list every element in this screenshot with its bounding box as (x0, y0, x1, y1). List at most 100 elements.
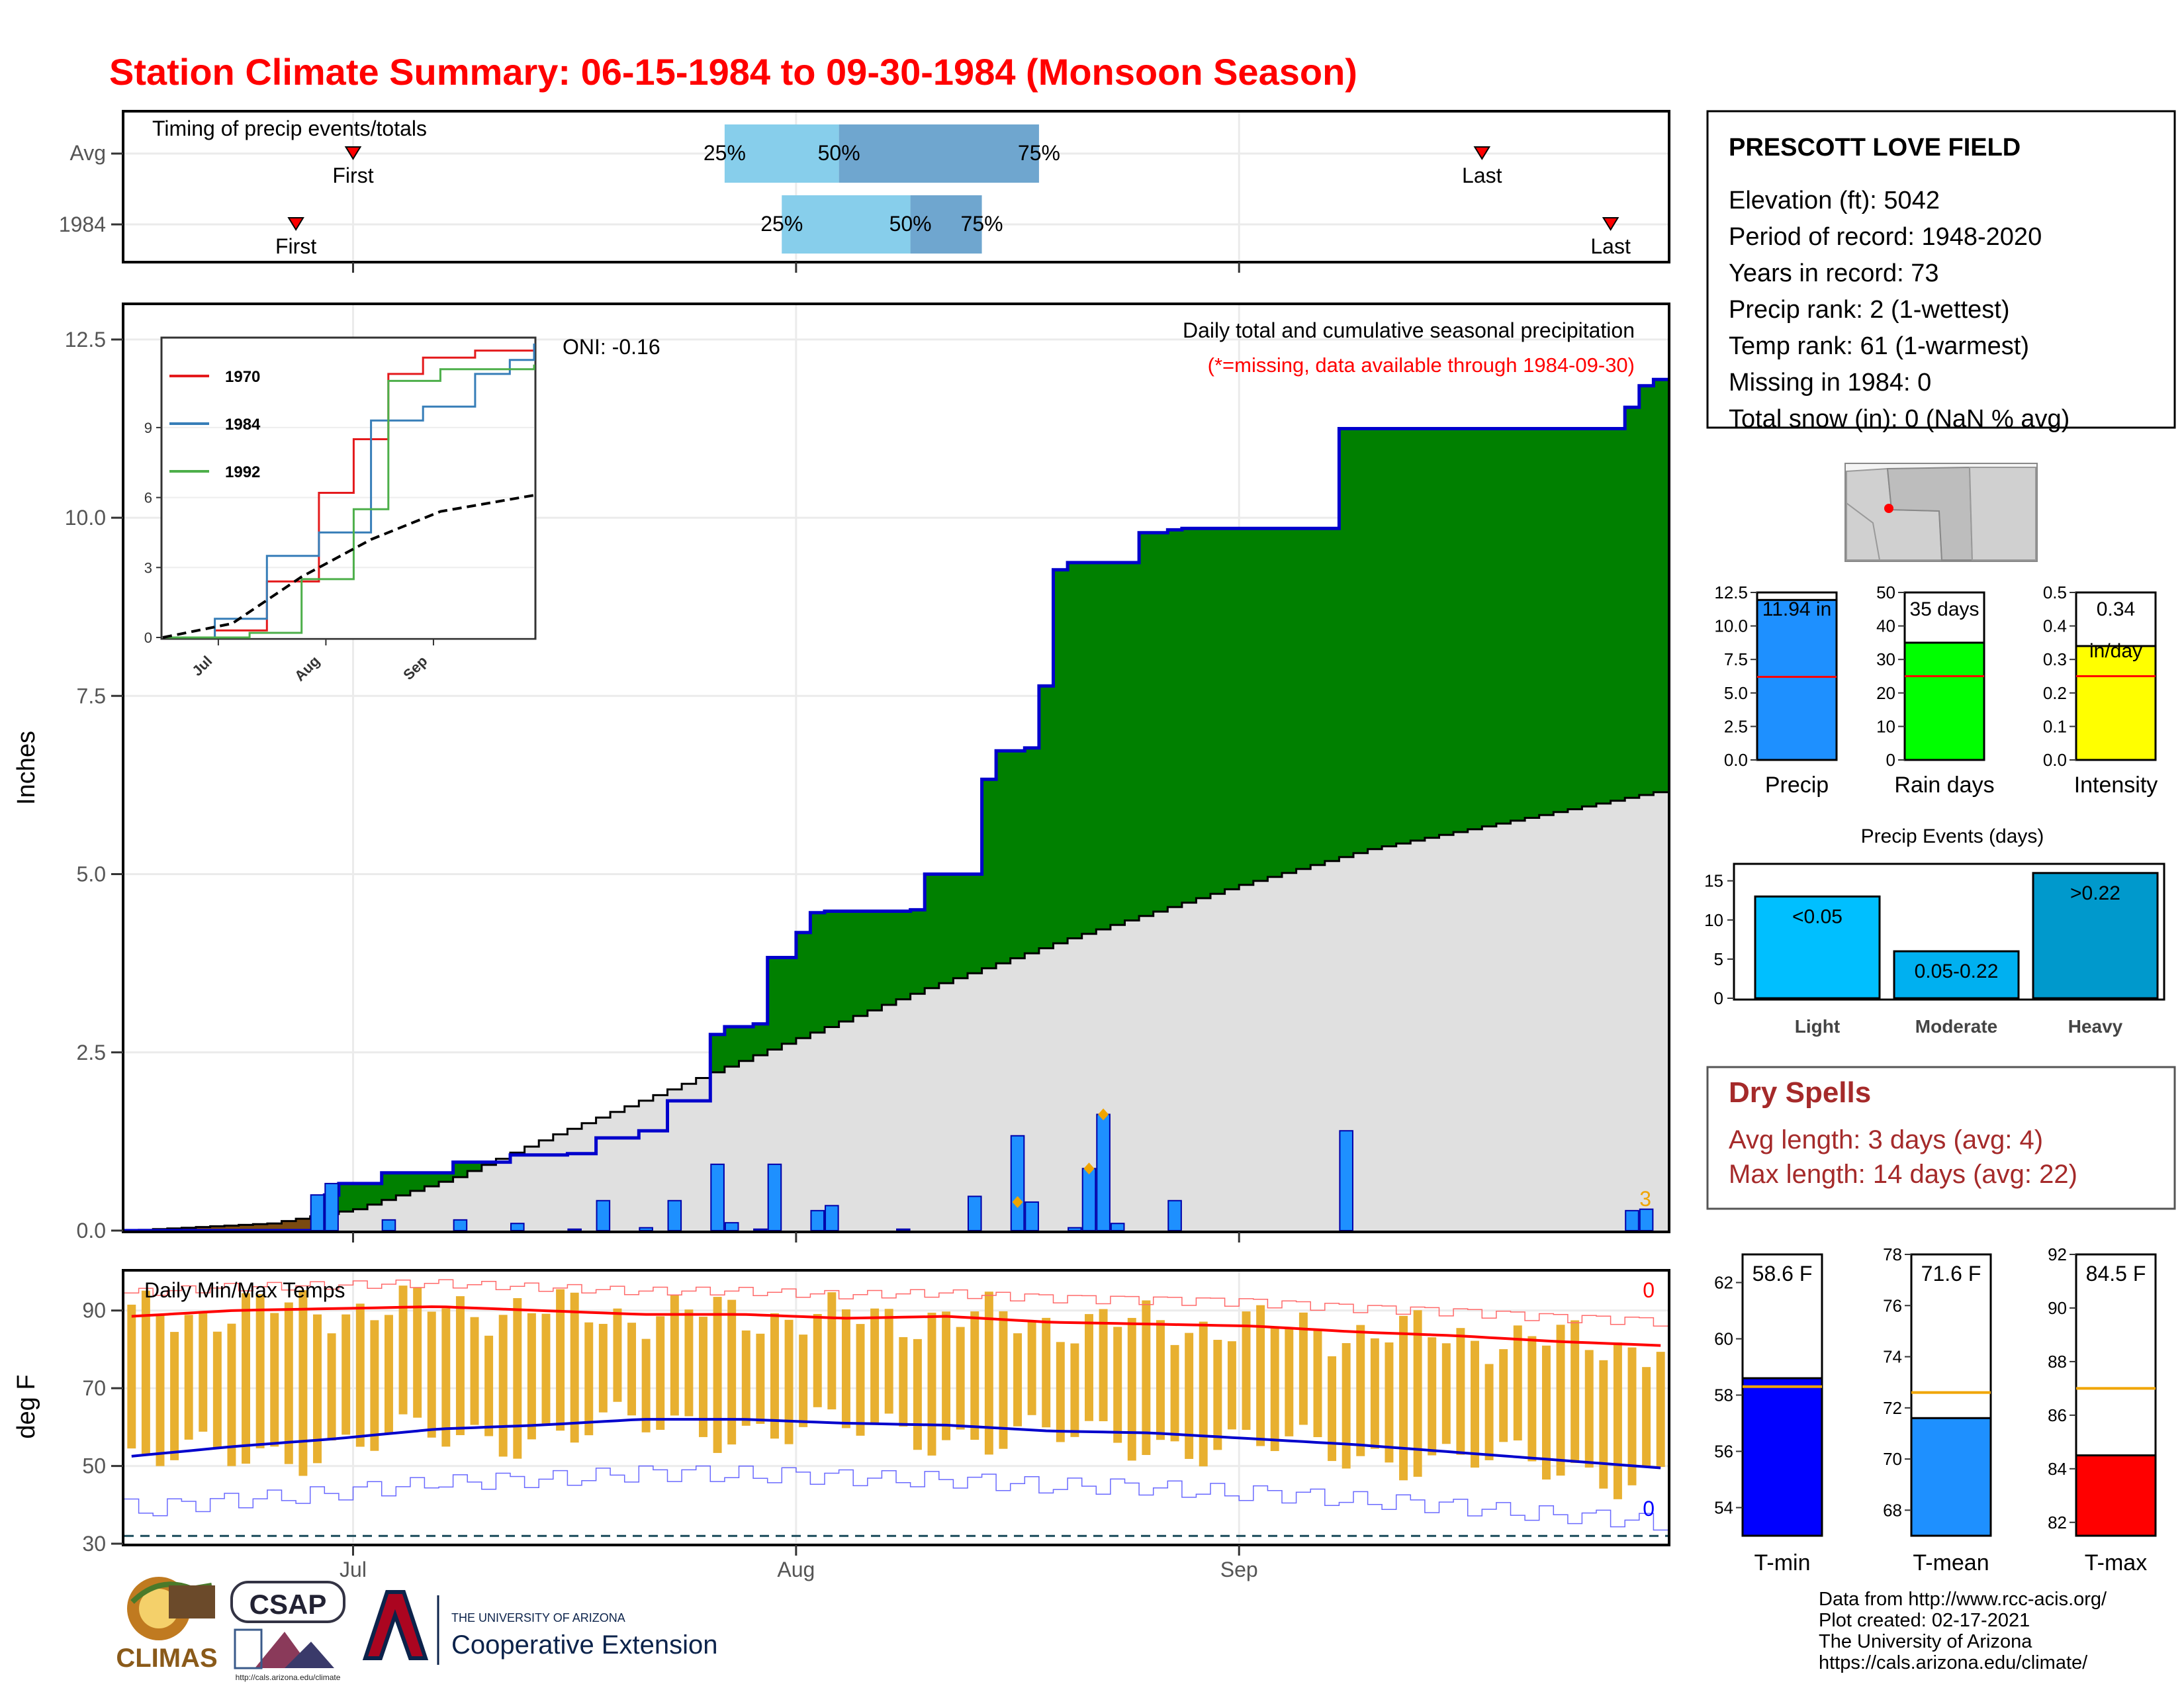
ua-small-text: THE UNIVERSITY OF ARIZONA (451, 1611, 625, 1624)
timing-event-label: Last (1462, 164, 1502, 187)
precip-areas (124, 377, 1668, 1233)
temp-y-label: deg F (13, 1374, 40, 1438)
temp-range-bar (212, 1331, 222, 1448)
timing-panel: Timing of precip events/totals Avg 1984 … (59, 110, 1670, 263)
climas-logo: CLIMAS (116, 1577, 218, 1673)
temp-range-bar (613, 1308, 622, 1402)
temp-summary-tick-label: 76 (1883, 1295, 1902, 1315)
figure-title: Station Climate Summary: 06-15-1984 to 0… (109, 51, 1357, 93)
timing-event-label: Last (1590, 234, 1631, 258)
temp-range-bar (684, 1309, 694, 1417)
temp-range-bar (1627, 1347, 1637, 1485)
mini-bar-tick-label: 0.0 (2043, 750, 2067, 770)
timing-q50-q75-bar (910, 195, 982, 254)
temp-range-bar (1227, 1341, 1236, 1430)
temp-range-bar (1256, 1305, 1265, 1446)
temp-range-bar (427, 1311, 436, 1438)
events-tick-label: 10 (1704, 910, 1723, 930)
avg-cumulative-overlay (124, 792, 1668, 1231)
temp-range-bar (1656, 1352, 1665, 1468)
temp-range-bar (784, 1319, 794, 1444)
footer-line: Plot created: 02-17-2021 (1819, 1610, 2030, 1631)
temp-range-bar (1285, 1327, 1294, 1436)
events-bar-label: >0.22 (2070, 882, 2120, 904)
temp-range-bar (727, 1299, 737, 1445)
daily-precip-bar (1024, 1201, 1039, 1232)
temp-range-bar (1428, 1337, 1437, 1456)
mini-bar-tick-label: 0.5 (2043, 583, 2067, 602)
temp-range-bar (584, 1322, 594, 1436)
temp-summary-label: T-max (2085, 1550, 2147, 1575)
temp-range-bar (1541, 1345, 1551, 1480)
mini-bar-tick-label: 0 (1886, 750, 1895, 770)
precip-y-tick-label: 0.0 (77, 1219, 106, 1243)
mini-bar-tick-label: 0.2 (2043, 683, 2067, 703)
csap-url: http://cals.arizona.edu/climate (236, 1673, 341, 1682)
timing-pct-label: 75% (961, 212, 1003, 236)
mini-bar-tick-label: 12.5 (1714, 583, 1748, 602)
precip-y-tick-label: 2.5 (77, 1041, 106, 1064)
temp-range-bar (1342, 1343, 1351, 1469)
temp-range-bar (1085, 1314, 1093, 1421)
timing-event-label: First (332, 164, 373, 187)
mini-bar-label: Rain days (1894, 773, 1994, 798)
temp-range-bar (1584, 1350, 1594, 1468)
temp-summary-tick-label: 84 (2048, 1459, 2067, 1479)
temp-range-bar (1599, 1360, 1608, 1489)
temp-range-bar (884, 1309, 893, 1414)
temp-range-bar (1484, 1364, 1494, 1460)
location-map (1844, 463, 2038, 562)
mini-bar-tick-label: 7.5 (1724, 649, 1748, 669)
oni-label: ONI: -0.16 (563, 335, 660, 359)
temp-range-bar (1441, 1343, 1451, 1444)
temp-summary-tick-label: 88 (2048, 1352, 2067, 1372)
timing-row-year-label: 1984 (59, 212, 106, 236)
footer-credits: Data from http://www.rcc-acis.org/Plot c… (1819, 1589, 2107, 1673)
temp-range-bar (1242, 1311, 1251, 1430)
temp-range-bar (470, 1317, 479, 1425)
mini-bar-unit: in/day (2089, 640, 2142, 662)
temp-range-bar (527, 1313, 536, 1440)
temp-range-bar (656, 1316, 665, 1430)
temp-range-bar (956, 1327, 965, 1430)
station-info-line: Elevation (ft): 5042 (1729, 187, 1940, 214)
daily-precip-bar (1096, 1113, 1111, 1232)
temp-range-bar (927, 1313, 936, 1456)
temp-range-bar (255, 1294, 265, 1448)
temp-summary-tick-label: 56 (1714, 1442, 1733, 1462)
daily-precip-bar (310, 1194, 325, 1231)
temp-count-bottom: 0 (1643, 1497, 1655, 1521)
events-bar (2032, 872, 2159, 1000)
events-bar (1893, 950, 2020, 1000)
timing-q25-q50-bar (782, 195, 911, 254)
station-info-line: Years in record: 73 (1729, 259, 1939, 287)
temp-range-bar (627, 1323, 637, 1416)
temp-range-bar (984, 1291, 993, 1455)
timing-event-label: First (275, 234, 316, 258)
temp-range-bar (1213, 1340, 1222, 1450)
temp-y-tick-label: 90 (82, 1299, 106, 1323)
events-category: Heavy (2068, 1016, 2123, 1037)
record-max-line (124, 1279, 1668, 1327)
inset-y-tick-label: 3 (144, 559, 152, 576)
daily-precip-bar (825, 1205, 839, 1232)
temp-range-bar (641, 1338, 651, 1432)
temp-summary-tick-label: 70 (1883, 1449, 1902, 1469)
temp-y-tick-label: 70 (82, 1376, 106, 1400)
date-axis-label: Jul (340, 1558, 367, 1581)
temp-range-bar (741, 1330, 751, 1426)
daily-precip-bar (567, 1228, 582, 1232)
temp-range-bar (455, 1296, 465, 1436)
timing-event-marker (344, 146, 362, 160)
station-info-line: Total snow (in): 0 (NaN % avg) (1729, 405, 2070, 433)
inset-y-tick-label: 9 (144, 420, 152, 436)
temp-range-bar (242, 1293, 251, 1464)
events-tick-label: 0 (1714, 988, 1723, 1008)
daily-precip-bar (381, 1219, 396, 1232)
temp-range-bar (270, 1313, 279, 1447)
temp-range-bar (141, 1290, 150, 1454)
inset-y-tick-label: 0 (144, 630, 152, 646)
temp-range-bar (1013, 1333, 1023, 1427)
